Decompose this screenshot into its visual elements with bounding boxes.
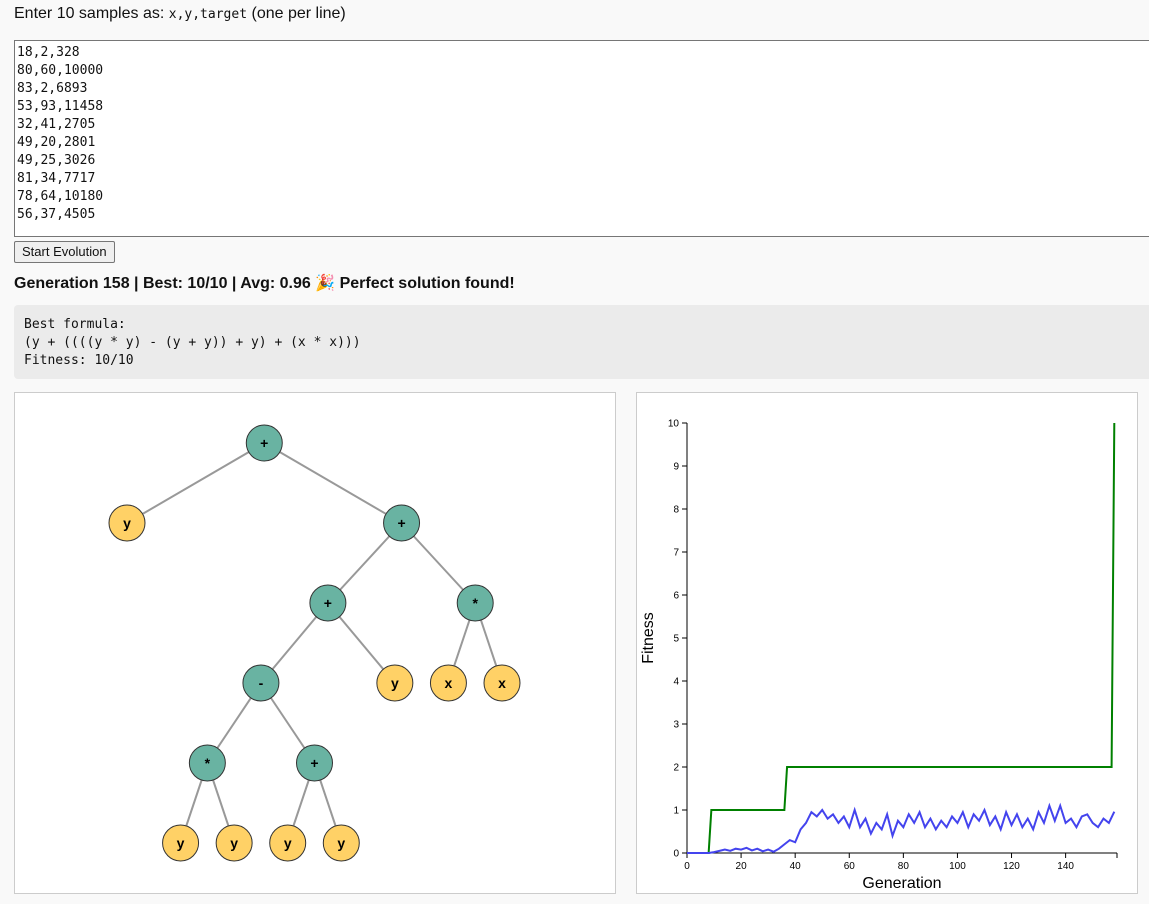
- node-circle: [429, 664, 467, 702]
- x-tick-label: 20: [736, 861, 748, 872]
- x-tick-label: 60: [844, 861, 856, 872]
- node-circle: [242, 664, 280, 702]
- y-tick-label: 3: [673, 720, 679, 731]
- operator-node: *: [456, 584, 494, 622]
- x-tick-label: 120: [1003, 861, 1020, 872]
- node-label: +: [397, 515, 405, 531]
- terminal-node: x: [483, 664, 521, 702]
- y-tick-label: 10: [668, 419, 680, 430]
- y-tick-label: 9: [673, 462, 679, 473]
- node-label: *: [472, 595, 478, 611]
- x-tick-label: 140: [1057, 861, 1074, 872]
- tree-link: [126, 442, 265, 524]
- terminal-node: y: [269, 824, 307, 862]
- average-fitness-line: [687, 802, 1116, 854]
- node-circle: [296, 744, 333, 782]
- instructions-suffix: (one per line): [251, 5, 346, 22]
- node-label: y: [123, 515, 131, 531]
- tree-links: [126, 442, 503, 844]
- terminal-node: y: [108, 504, 146, 542]
- y-tick-label: 6: [673, 591, 679, 602]
- y-tick-label: 2: [673, 763, 679, 774]
- node-circle: [245, 424, 283, 462]
- x-tick-label: 0: [684, 861, 690, 872]
- node-circle: [456, 584, 494, 622]
- node-label: y: [284, 835, 292, 851]
- start-evolution-button[interactable]: Start Evolution: [14, 241, 115, 263]
- terminal-node: y: [162, 824, 200, 862]
- operator-node: +: [383, 504, 421, 542]
- expression-tree-panel: y y y * y y + - y + x x * + +: [14, 392, 616, 894]
- best-fitness-line: [687, 422, 1116, 854]
- y-axis-label: Fitness: [640, 612, 657, 664]
- node-label: +: [310, 755, 318, 771]
- node-circle: [108, 504, 146, 542]
- node-circle: [383, 504, 421, 542]
- node-label: -: [259, 675, 264, 691]
- x-axis-label: Generation: [862, 875, 941, 892]
- node-label: +: [324, 595, 332, 611]
- tree-nodes: y y y * y y + - y + x x * + +: [108, 424, 521, 862]
- fitness-chart: 0 20 40 60 80 100 120 140 0 1 2 3 4 5 6 7 8 9 10 Generation…: [640, 419, 1118, 892]
- terminal-node: y: [376, 664, 414, 702]
- instructions-text: Enter 10 samples as:: [14, 5, 165, 22]
- y-tick-label: 5: [673, 634, 679, 645]
- operator-node: +: [245, 424, 283, 462]
- node-label: y: [177, 835, 185, 851]
- format-code: x,y,target: [168, 7, 248, 22]
- chart-axes: 0 20 40 60 80 100 120 140 0 1 2 3 4 5 6 7 8 9 10: [668, 419, 1118, 872]
- node-label: y: [230, 835, 238, 851]
- node-circle: [269, 824, 307, 862]
- node-circle: [376, 664, 414, 702]
- operator-node: +: [309, 584, 347, 622]
- fitness-chart-panel: 0 20 40 60 80 100 120 140 0 1 2 3 4 5 6 7 8 9 10 Generation…: [636, 392, 1138, 894]
- node-circle: [322, 824, 360, 862]
- node-circle: [188, 744, 226, 782]
- formula-heading: Best formula:: [24, 317, 126, 332]
- expression-tree: y y y * y y + - y + x x * + +: [108, 424, 521, 862]
- evolution-status: Generation 158 | Best: 10/10 | Avg: 0.96…: [14, 275, 515, 292]
- formula-fitness: Fitness: 10/10: [24, 353, 134, 368]
- formula-expression: (y + ((((y * y) - (y + y)) + y) + (x * x…: [24, 335, 361, 350]
- node-label: x: [498, 675, 506, 691]
- tree-link: [263, 442, 403, 524]
- best-formula-box: Best formula: (y + ((((y * y) - (y + y))…: [14, 305, 1149, 379]
- node-circle: [483, 664, 521, 702]
- operator-node: +: [296, 744, 333, 782]
- y-tick-label: 8: [673, 505, 679, 516]
- node-circle: [309, 584, 347, 622]
- y-tick-label: 7: [673, 548, 679, 559]
- samples-input[interactable]: [14, 40, 1149, 237]
- x-tick-label: 40: [790, 861, 802, 872]
- node-label: x: [445, 675, 453, 691]
- y-tick-label: 1: [673, 806, 679, 817]
- y-tick-label: 0: [673, 849, 679, 860]
- node-label: y: [337, 835, 345, 851]
- terminal-node: y: [215, 824, 253, 862]
- terminal-node: x: [429, 664, 467, 702]
- node-label: *: [205, 755, 211, 771]
- node-label: y: [391, 675, 399, 691]
- node-label: +: [260, 435, 268, 451]
- node-circle: [215, 824, 253, 862]
- operator-node: *: [188, 744, 226, 782]
- instructions: Enter 10 samples as: x,y,target (one per…: [14, 5, 346, 23]
- x-tick-label: 100: [949, 861, 966, 872]
- x-tick-label: 80: [898, 861, 910, 872]
- node-circle: [162, 824, 200, 862]
- terminal-node: y: [322, 824, 360, 862]
- operator-node: -: [242, 664, 280, 702]
- y-tick-label: 4: [673, 677, 679, 688]
